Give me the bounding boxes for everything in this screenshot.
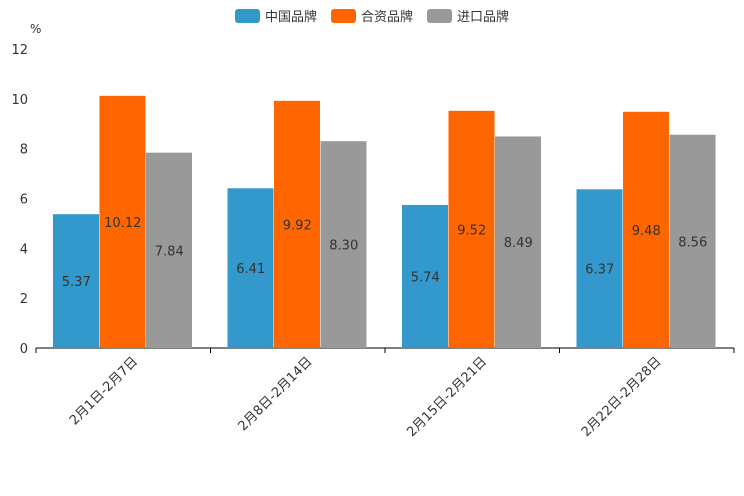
x-category-label-3: 2月22日-2月28日 xyxy=(579,354,665,440)
legend-label-series-0: 中国品牌 xyxy=(264,10,317,25)
bar-2-1 xyxy=(320,141,367,348)
bar-value-label-0-3: 6.37 xyxy=(585,263,614,278)
legend-swatch-series-1 xyxy=(330,8,356,23)
bar-1-0 xyxy=(99,95,146,349)
y-axis-unit-label: % xyxy=(30,22,42,36)
legend-swatch-series-2 xyxy=(427,8,452,23)
legend-label-series-2: 进口品牌 xyxy=(457,10,510,25)
bar-0-0 xyxy=(53,214,99,348)
bar-value-label-2-3: 8.56 xyxy=(678,235,707,250)
bar-0-1 xyxy=(227,188,274,348)
bar-0-2 xyxy=(402,204,448,348)
chart-legend: 中国品牌 合资品牌 进口品牌 xyxy=(0,6,744,25)
y-tick-label-2: 4 xyxy=(20,242,28,257)
bar-1-2 xyxy=(448,110,495,348)
y-tick-label-1: 2 xyxy=(20,292,28,307)
bar-0-3 xyxy=(576,189,623,348)
x-category-label-2: 2月15日-2月21日 xyxy=(404,354,490,440)
bar-value-label-0-2: 5.74 xyxy=(411,270,440,285)
y-tick-label-3: 6 xyxy=(20,193,28,208)
legend-item-series-0[interactable]: 中国品牌 xyxy=(234,6,317,25)
bar-1-1 xyxy=(274,100,320,349)
bar-value-label-2-2: 8.49 xyxy=(504,236,533,251)
y-tick-label-0: 0 xyxy=(20,342,28,357)
bar-value-label-1-0: 10.12 xyxy=(104,216,141,231)
bar-2-0 xyxy=(146,152,192,348)
x-category-label-1: 2月8日-2月14日 xyxy=(236,354,316,434)
bar-value-label-1-2: 9.52 xyxy=(457,223,486,238)
legend-label-series-1: 合资品牌 xyxy=(360,10,413,25)
x-category-label-0: 2月1日-2月7日 xyxy=(67,354,141,428)
legend-item-series-1[interactable]: 合资品牌 xyxy=(330,6,413,25)
legend-swatch-series-0 xyxy=(234,8,260,23)
bar-value-label-2-1: 8.30 xyxy=(329,239,358,254)
y-tick-label-5: 10 xyxy=(11,93,28,108)
bar-2-3 xyxy=(669,134,716,348)
y-tick-label-6: 12 xyxy=(11,43,28,58)
bar-2-2 xyxy=(495,136,541,348)
legend-item-series-2[interactable]: 进口品牌 xyxy=(427,6,509,25)
bar-value-label-2-0: 7.84 xyxy=(155,244,184,259)
y-tick-label-4: 8 xyxy=(20,143,28,158)
bar-value-label-0-1: 6.41 xyxy=(236,262,265,277)
bar-value-label-1-1: 9.92 xyxy=(283,218,312,233)
bar-value-label-0-0: 5.37 xyxy=(62,275,91,290)
bar-1-3 xyxy=(623,111,669,348)
bar-value-label-1-3: 9.48 xyxy=(632,224,661,239)
